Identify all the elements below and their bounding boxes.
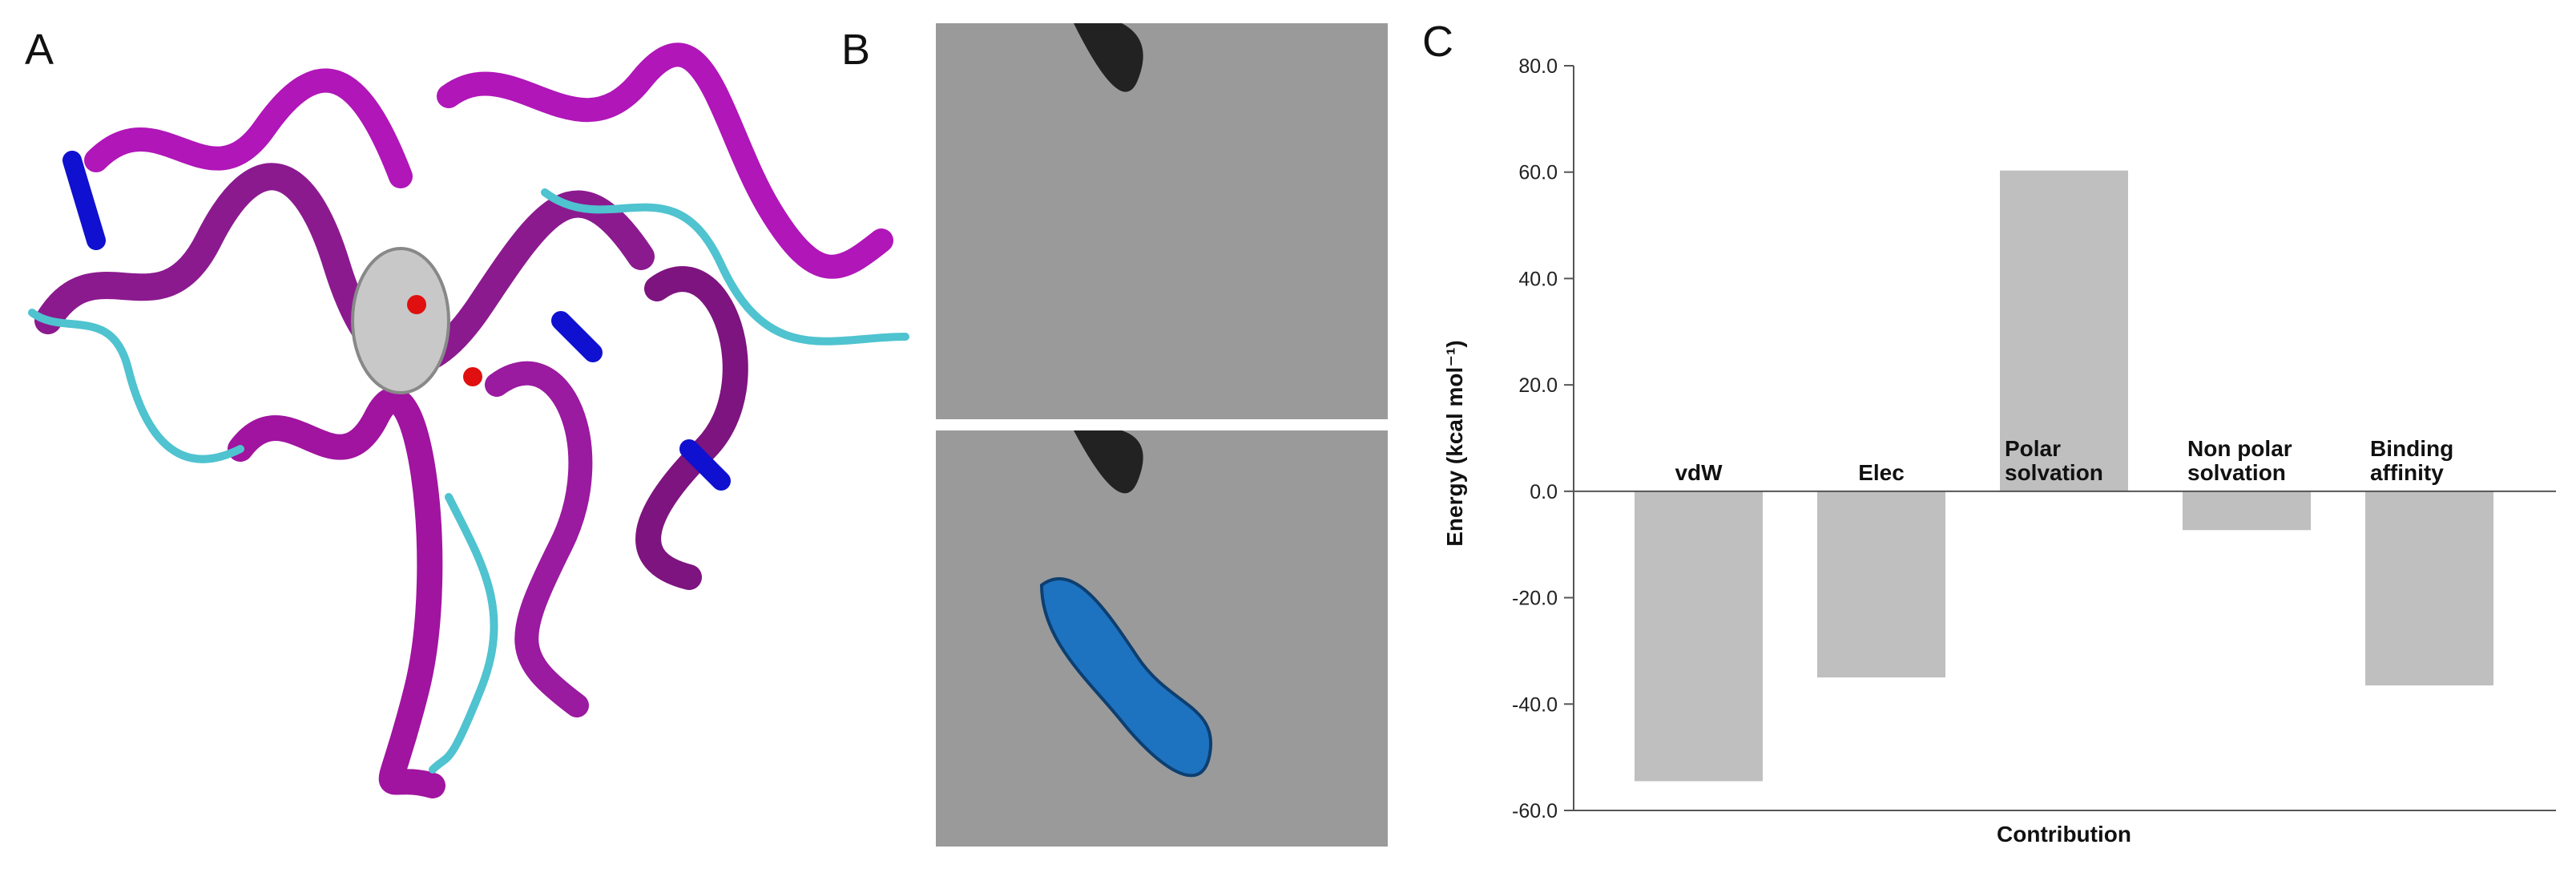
category-label: Elec	[1858, 460, 1905, 485]
y-tick-label: 80.0	[1518, 55, 1558, 78]
panel-label: A	[25, 26, 54, 74]
x-axis-label: Contribution	[1997, 822, 2131, 847]
bar	[2183, 491, 2311, 531]
y-tick-label: -20.0	[1512, 588, 1558, 610]
category-label: Polar	[2005, 436, 2061, 461]
y-tick-label: 0.0	[1530, 481, 1558, 503]
surface-images	[936, 23, 1388, 847]
category-label: Binding	[2370, 436, 2453, 461]
protein-ribbon	[28, 42, 909, 798]
y-tick-label: -60.0	[1512, 800, 1558, 822]
y-tick-label: -40.0	[1512, 693, 1558, 716]
category-label: solvation	[2005, 460, 2103, 485]
category-label: Non polar	[2187, 436, 2292, 461]
category-label: affinity	[2370, 460, 2444, 485]
panel-label: B	[841, 26, 870, 74]
bar	[2365, 491, 2493, 686]
y-tick-label: 40.0	[1518, 268, 1558, 290]
y-tick-label: 20.0	[1518, 374, 1558, 397]
bar	[2000, 170, 2128, 491]
bar	[1635, 491, 1763, 782]
y-tick-label: 60.0	[1518, 162, 1558, 184]
bar	[1817, 491, 1945, 678]
category-label: vdW	[1675, 460, 1723, 485]
panel-label: C	[1422, 18, 1453, 66]
y-axis-label: Energy (kcal mol⁻¹)	[1442, 340, 1467, 547]
category-label: solvation	[2187, 460, 2286, 485]
